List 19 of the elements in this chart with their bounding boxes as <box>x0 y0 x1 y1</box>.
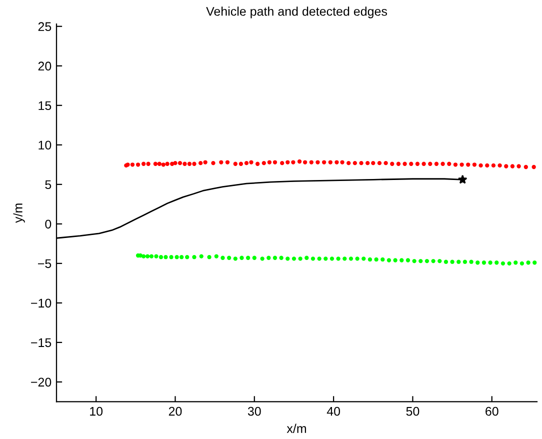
chart-title: Vehicle path and detected edges <box>206 6 388 18</box>
y-tick-label: −15 <box>31 338 52 348</box>
x-tick-label: 20 <box>168 406 182 416</box>
x-tick-label: 10 <box>90 406 103 416</box>
y-tick-label: 0 <box>45 220 52 229</box>
x-tick-label: 50 <box>406 406 420 416</box>
y-axis-title: y/m <box>13 204 25 223</box>
x-tick-label: 30 <box>248 406 261 416</box>
y-tick-label: −10 <box>31 298 52 308</box>
y-tick-label: 15 <box>38 101 52 110</box>
x-tick-label: 60 <box>486 406 498 416</box>
y-tick-label: 5 <box>45 180 52 190</box>
x-tick-label: 40 <box>326 406 340 416</box>
x-axis-title: x/m <box>286 424 306 433</box>
y-tick-label: 10 <box>38 140 52 150</box>
y-tick-label: −5 <box>38 259 52 268</box>
y-tick-label: 25 <box>38 22 52 32</box>
y-tick-label: 20 <box>38 62 52 71</box>
y-tick-label: −20 <box>31 378 52 387</box>
